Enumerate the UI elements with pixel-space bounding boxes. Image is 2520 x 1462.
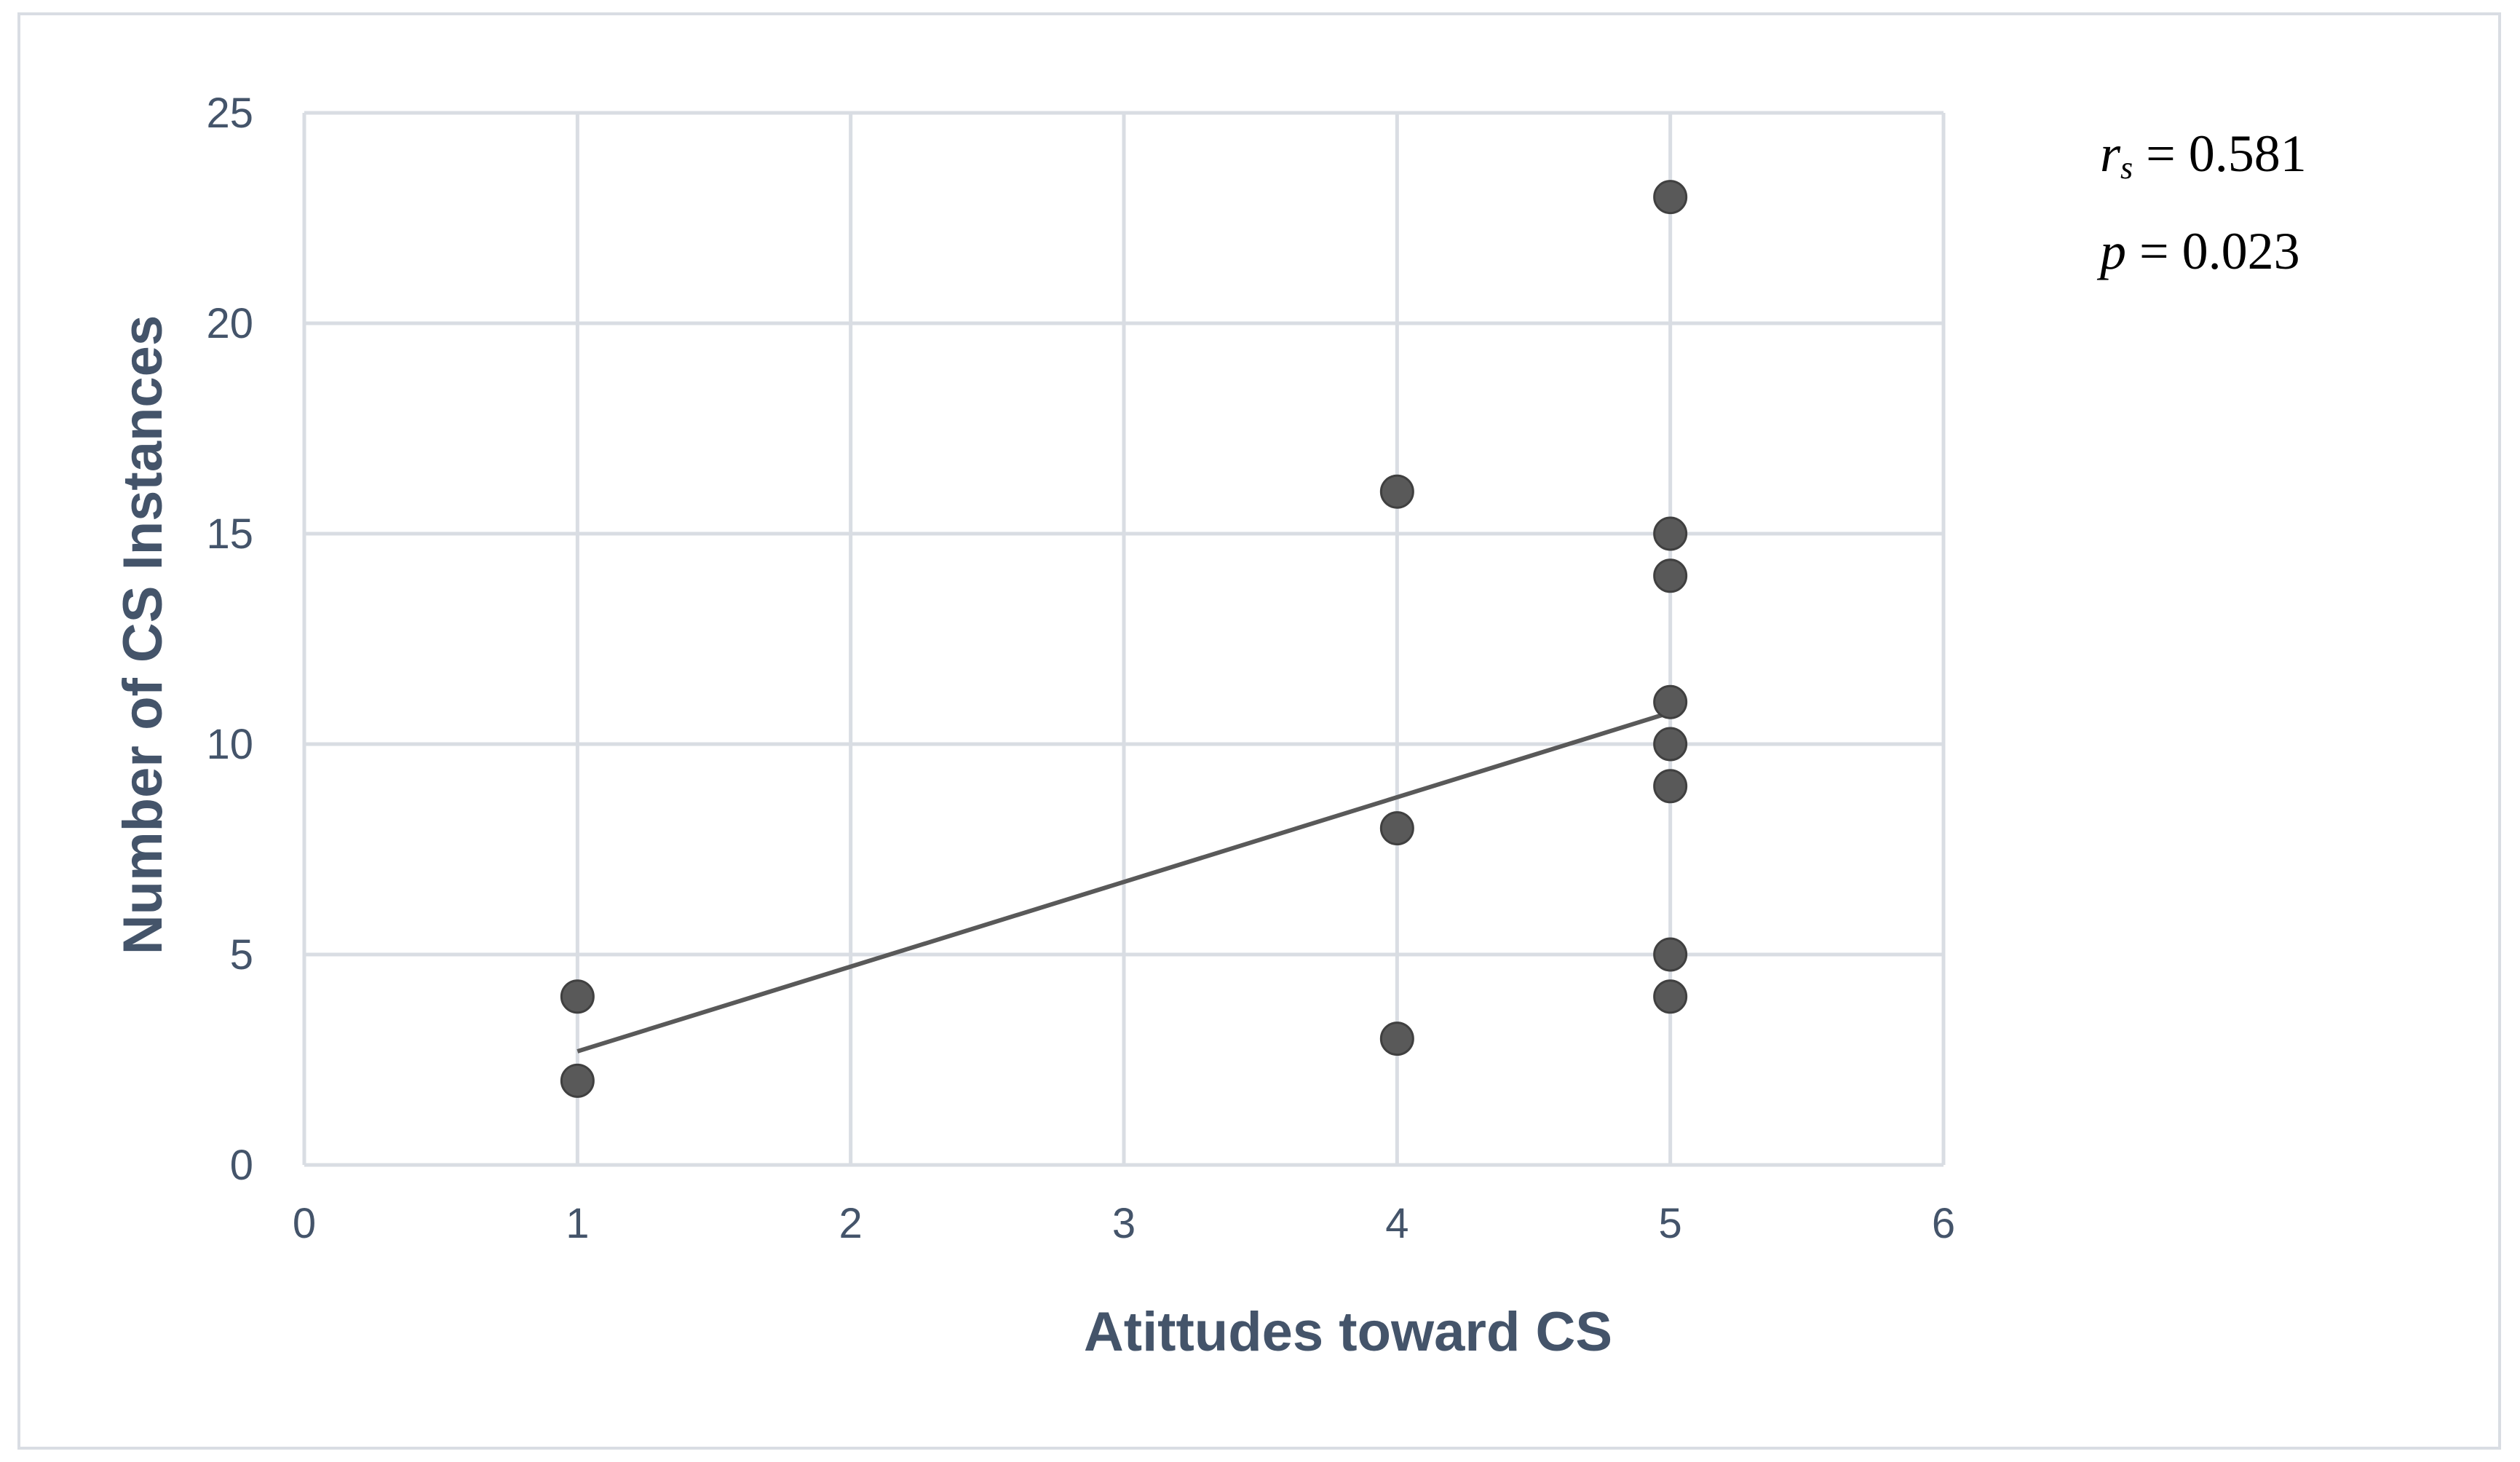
p-annotation: p = 0.023 [2096,222,2300,280]
data-point [560,1063,595,1098]
x-tick-label: 6 [1932,1200,1955,1247]
y-tick-label: 5 [230,931,253,979]
rs-value: = 0.581 [2133,125,2307,183]
data-point [1653,180,1688,215]
x-tick-label: 3 [1112,1200,1136,1247]
data-point [1653,684,1688,719]
grid-lines [302,111,1946,1167]
trendline-group [576,710,1671,1054]
rs-subscript: s [2120,150,2133,186]
y-tick-labels: 0 5 10 15 20 25 [206,90,253,1189]
x-tick-labels: 0 1 2 3 4 5 6 [293,1200,1955,1247]
p-value: = 0.023 [2126,222,2300,280]
data-point [560,979,595,1014]
y-tick-label: 25 [206,90,253,137]
data-point [1653,979,1688,1014]
x-tick-label: 0 [293,1200,316,1247]
rs-symbol: r [2100,125,2121,183]
chart-frame [17,12,2501,1450]
data-point [1653,558,1688,593]
y-tick-label: 0 [230,1142,253,1189]
y-tick-label: 15 [206,510,253,558]
y-axis-title: Number of CS Instances [112,315,174,955]
x-tick-label: 5 [1659,1200,1682,1247]
data-point [1653,937,1688,972]
y-tick-label: 10 [206,721,253,768]
x-tick-label: 2 [839,1200,863,1247]
data-point [1653,516,1688,551]
y-tick-label: 20 [206,300,253,347]
data-point [1379,474,1414,509]
x-tick-label: 1 [566,1200,589,1247]
data-point [1379,811,1414,846]
x-tick-label: 4 [1385,1200,1408,1247]
trendline [576,710,1671,1054]
data-point [1653,769,1688,804]
data-point [1653,727,1688,762]
p-symbol: p [2096,222,2126,280]
rs-annotation: rs = 0.581 [2100,125,2307,186]
x-axis-title: Atittudes toward CS [1084,1301,1612,1363]
data-point [1379,1022,1414,1056]
data-points [560,180,1688,1098]
